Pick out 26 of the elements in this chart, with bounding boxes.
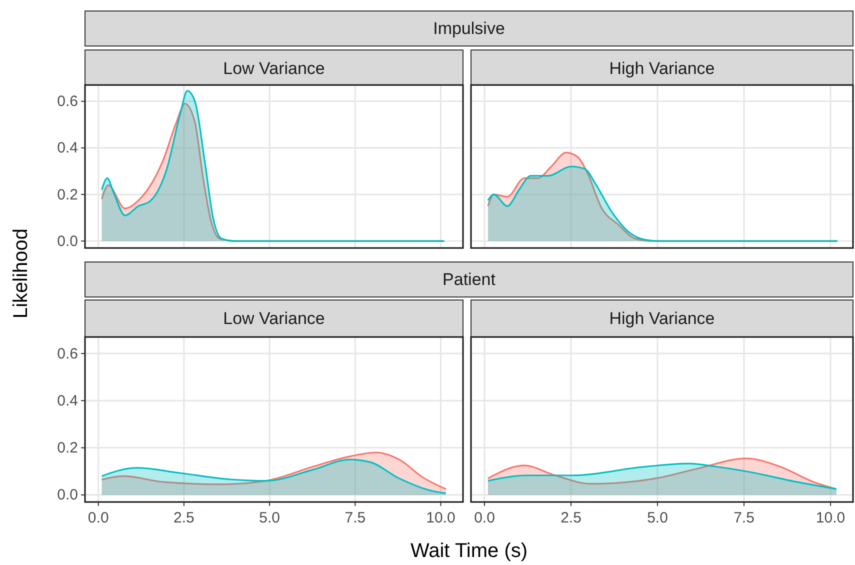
chart-subtitle: Low Variance [223,59,325,78]
y-tick-label: 0.4 [57,140,78,157]
x-tick-label: 7.5 [734,510,754,526]
y-tick-label: 0.6 [57,345,78,362]
y-tick-label: 0.0 [57,486,78,504]
y-tick-label: 0.2 [57,186,78,204]
x-tick-label: 5.0 [259,510,280,526]
x-axis-title: Wait Time (s) [410,540,528,562]
chart-subtitle: High Variance [609,309,715,328]
y-tick-label: 0.0 [57,232,78,250]
y-tick-label: 0.4 [57,392,78,410]
x-tick-label: 0.0 [88,510,109,526]
chart-title: Patient [442,270,496,289]
chart-title: Impulsive [433,19,505,38]
y-tick-label: 0.2 [57,440,78,457]
x-tick-label: 2.5 [174,510,194,526]
x-tick-label: 10.0 [426,510,456,526]
x-tick-label: 0.0 [474,510,495,526]
y-axis-title: Likelihood [10,228,32,319]
chart-subtitle: High Variance [609,59,715,78]
x-tick-label: 10.0 [816,510,846,526]
y-tick-label: 0.6 [57,93,78,110]
x-tick-label: 7.5 [344,510,366,526]
chart-subtitle: Low Variance [223,309,325,328]
x-tick-label: 2.5 [560,510,582,526]
x-tick-label: 5.0 [647,510,668,526]
